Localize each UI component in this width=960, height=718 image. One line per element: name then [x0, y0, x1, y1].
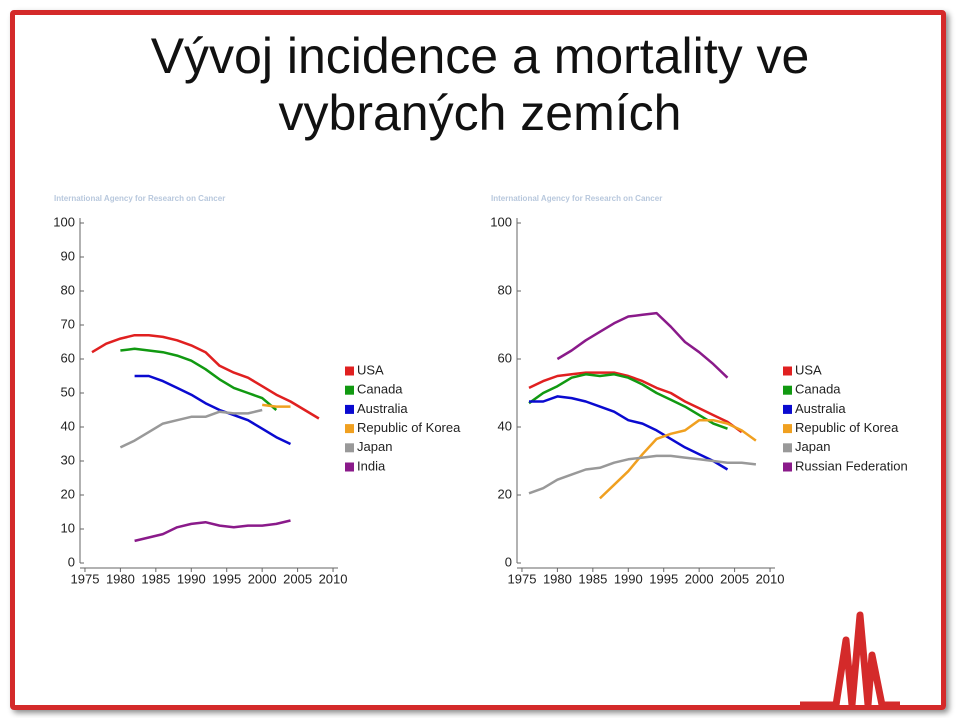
legend-label: Canada — [357, 382, 403, 397]
y-tick-label: 60 — [61, 350, 75, 365]
x-tick-label: 1985 — [578, 571, 607, 586]
x-tick-label: 1995 — [212, 571, 241, 586]
legend-swatch — [345, 443, 354, 453]
series-line — [262, 403, 291, 408]
legend-label: Republic of Korea — [357, 420, 461, 435]
legend-swatch — [345, 366, 354, 376]
y-tick-label: 30 — [61, 452, 75, 467]
x-tick-label: 1990 — [614, 571, 643, 586]
x-tick-label: 1975 — [508, 571, 537, 586]
x-tick-label: 1985 — [141, 571, 170, 586]
series-line — [599, 418, 757, 500]
y-tick-label: 90 — [61, 248, 75, 263]
series-line — [134, 374, 292, 446]
series-line — [528, 373, 728, 430]
legend-label: Republic of Korea — [795, 420, 899, 435]
legend-swatch — [783, 366, 792, 376]
series-line — [91, 333, 320, 420]
y-tick-label: 20 — [498, 486, 512, 501]
y-tick-label: 80 — [498, 282, 512, 297]
x-tick-label: 2005 — [720, 571, 749, 586]
y-tick-label: 70 — [61, 316, 75, 331]
legend-label: Japan — [795, 439, 830, 454]
x-tick-label: 2000 — [685, 571, 714, 586]
legend-label: Russian Federation — [795, 458, 908, 473]
y-tick-label: 100 — [490, 214, 512, 229]
x-tick-label: 1995 — [649, 571, 678, 586]
heartbeat-logo — [800, 611, 900, 709]
series-line — [134, 519, 291, 543]
legend-label: India — [357, 458, 386, 473]
x-tick-label: 1980 — [543, 571, 572, 586]
x-tick-label: 2005 — [283, 571, 312, 586]
series-line — [119, 408, 263, 449]
y-tick-label: 50 — [61, 384, 75, 399]
x-tick-label: 1980 — [106, 571, 135, 586]
legend-swatch — [783, 404, 792, 414]
y-tick-label: 100 — [53, 214, 75, 229]
series-line — [528, 454, 757, 495]
y-tick-label: 60 — [498, 350, 512, 365]
legend-label: USA — [795, 362, 822, 377]
legend-swatch — [345, 404, 354, 414]
series-line — [528, 371, 743, 434]
legend-swatch — [783, 385, 792, 395]
x-tick-label: 2010 — [756, 571, 785, 586]
legend-swatch — [345, 462, 354, 472]
x-tick-label: 1975 — [71, 571, 100, 586]
legend-label: Japan — [357, 439, 392, 454]
series-line — [120, 347, 278, 411]
source-note: International Agency for Research on Can… — [54, 194, 225, 203]
y-tick-label: 40 — [498, 418, 512, 433]
legend-label: Australia — [357, 401, 408, 416]
legend-label: Canada — [795, 382, 841, 397]
x-tick-label: 1990 — [177, 571, 206, 586]
x-tick-label: 2010 — [319, 571, 348, 586]
legend-swatch — [345, 424, 354, 434]
x-tick-label: 2000 — [248, 571, 277, 586]
slide-frame — [10, 10, 946, 710]
legend-swatch — [783, 443, 792, 453]
legend-swatch — [345, 385, 354, 395]
y-tick-label: 40 — [61, 418, 75, 433]
y-tick-label: 20 — [61, 486, 75, 501]
source-note: International Agency for Research on Can… — [491, 194, 662, 203]
legend-label: Australia — [795, 401, 846, 416]
series-line — [556, 311, 729, 379]
y-tick-label: 80 — [61, 282, 75, 297]
series-line — [529, 395, 729, 471]
y-tick-label: 0 — [505, 554, 512, 569]
legend-label: USA — [357, 362, 384, 377]
slide-title: Vývoj incidence a mortality ve vybraných… — [150, 28, 810, 141]
legend-swatch — [783, 424, 792, 434]
legend-swatch — [783, 462, 792, 472]
y-tick-label: 0 — [68, 554, 75, 569]
y-tick-label: 10 — [61, 520, 75, 535]
